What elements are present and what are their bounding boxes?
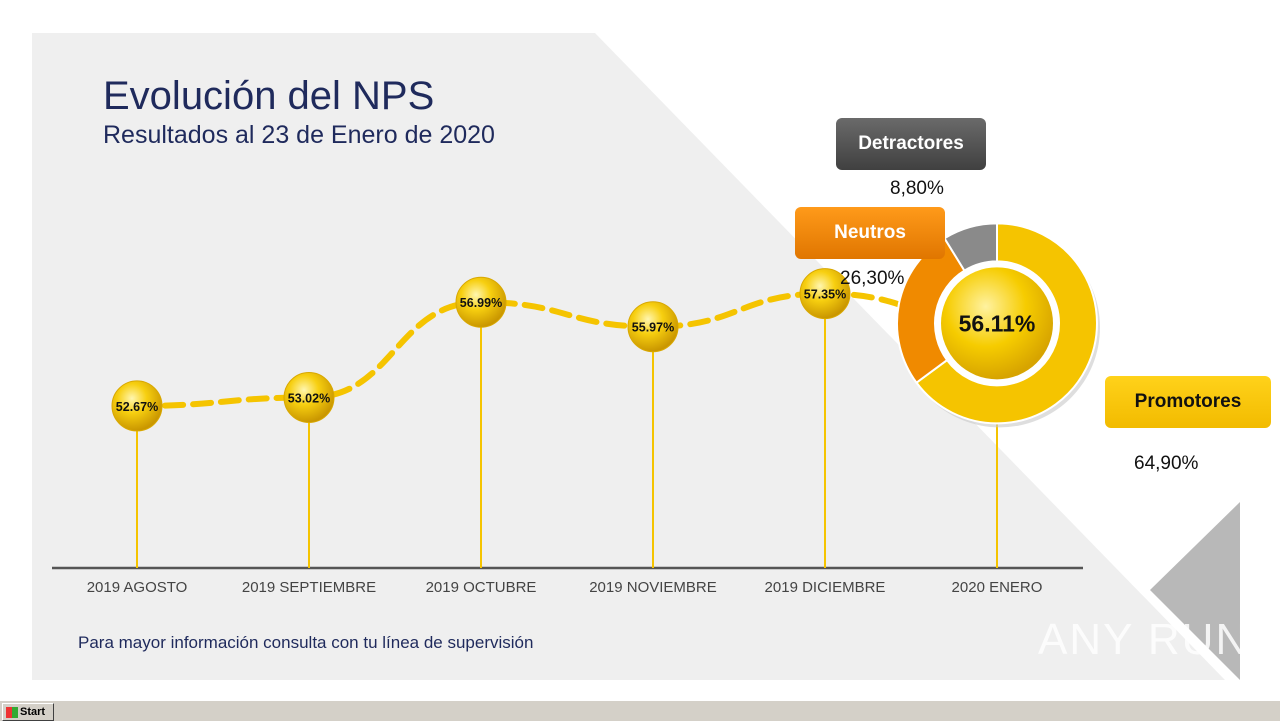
page-subtitle: Resultados al 23 de Enero de 2020 — [103, 121, 495, 149]
legend-neutros-label: Neutros — [834, 222, 906, 243]
page-title: Evolución del NPS — [103, 74, 435, 118]
data-point-marker — [455, 276, 507, 328]
start-label: Start — [20, 706, 46, 718]
data-point-label: 55.97% — [632, 321, 674, 335]
nps-chart: 56.11% 52.67% 53.02% 56.99% 55.97% 57.35% 20… — [52, 222, 1100, 596]
data-point-marker — [627, 301, 679, 353]
x-tick-label: 2019 AGOSTO — [87, 579, 188, 596]
data-point-marker — [799, 268, 851, 320]
data-point-label: 57.35% — [804, 288, 846, 302]
x-tick-label: 2019 SEPTIEMBRE — [242, 579, 376, 596]
windows-flag-icon — [6, 706, 18, 718]
corner-triangle — [1150, 502, 1240, 680]
x-tick-label: 2019 NOVIEMBRE — [589, 579, 717, 596]
taskbar: Start — [0, 700, 1280, 721]
data-point-label: 52.67% — [116, 400, 158, 414]
data-point-label: 56.99% — [460, 296, 502, 310]
slide-panel — [32, 33, 1225, 680]
x-tick-label: 2020 ENERO — [952, 579, 1043, 596]
donut-center — [941, 267, 1053, 380]
legend-neutros-value: 26,30% — [840, 268, 905, 289]
donut-center-label: 56.11% — [959, 310, 1036, 336]
data-point-marker — [283, 372, 335, 424]
watermark: ANY RUN — [1038, 615, 1250, 664]
x-tick-label: 2019 OCTUBRE — [426, 579, 537, 596]
data-point-label: 53.02% — [288, 392, 330, 406]
start-button[interactable]: Start — [2, 703, 54, 721]
nps-trend-line — [134, 290, 1000, 409]
legend-detractores-label: Detractores — [858, 133, 964, 154]
legend-detractores-value: 8,80% — [890, 178, 944, 199]
footnote: Para mayor información consulta con tu l… — [78, 633, 534, 652]
slide-background — [32, 33, 1240, 680]
legend-detractores: Detractores — [836, 118, 986, 170]
legend-neutros: Neutros — [795, 207, 945, 259]
legend-promotores-value: 64,90% — [1134, 453, 1199, 474]
legend-promotores: Promotores — [1105, 376, 1271, 428]
x-tick-label: 2019 DICIEMBRE — [765, 579, 886, 596]
data-point-marker — [111, 380, 163, 432]
legend-promotores-label: Promotores — [1134, 391, 1242, 412]
